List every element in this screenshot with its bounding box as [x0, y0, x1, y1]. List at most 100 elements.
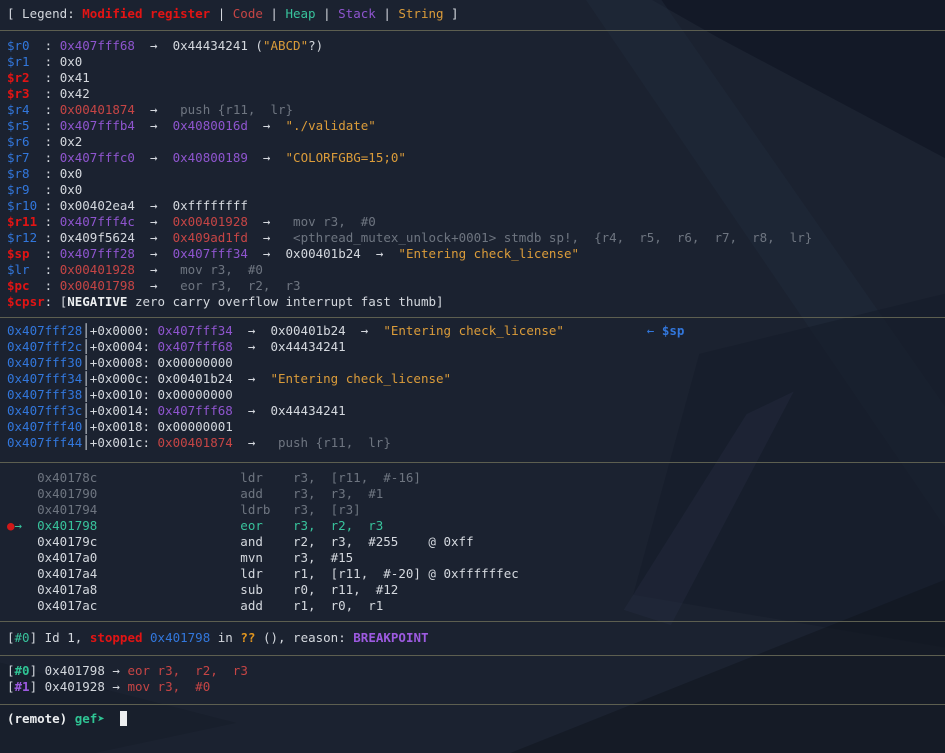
register-name: $cpsr — [7, 294, 45, 309]
text-segment: → — [247, 150, 286, 165]
text-segment: │ — [82, 339, 90, 354]
register-name: $r11 — [7, 214, 45, 229]
text-segment: : — [44, 54, 60, 69]
text-segment: (), reason: — [255, 630, 354, 645]
registers-line-1: $r1 : 0x0 — [7, 54, 945, 70]
registers-line-15: $pc : 0x00401798 → eor r3, r2, r3 — [7, 278, 945, 294]
stack-line-7: 0x407fff44│+0x001c: 0x00401874 → push {r… — [7, 435, 945, 451]
text-segment: → — [134, 150, 173, 165]
register-name: $lr — [7, 262, 45, 277]
stack-line-4: 0x407fff38│+0x0010: 0x00000000 — [7, 387, 945, 403]
text-segment: 0x00401928 — [172, 214, 248, 229]
text-segment: → — [232, 339, 271, 354]
text-segment: +0x001c: — [89, 435, 158, 450]
text-segment: → — [232, 403, 271, 418]
text-segment: : — [44, 198, 60, 213]
section-separator — [0, 704, 945, 705]
text-segment: │ — [82, 403, 90, 418]
text-segment: → — [134, 278, 173, 293]
text-segment: 0x2 — [59, 134, 83, 149]
stack-address: 0x407fff30 — [7, 355, 83, 370]
code-line-1: 0x401790 add r3, r3, #1 — [7, 486, 945, 502]
text-segment: 0x409f5624 — [59, 230, 135, 245]
text-segment: : — [44, 86, 60, 101]
stack-address: 0x407fff40 — [7, 419, 83, 434]
code-line-4: 0x40179c and r2, r3, #255 @ 0xff — [7, 534, 945, 550]
text-segment: 0x401794 ldrb r3, [r3] — [7, 502, 361, 517]
cursor — [119, 711, 128, 726]
text-segment: eor r3, r2, r3 — [127, 663, 248, 678]
code-line-8: 0x4017ac add r1, r0, r1 — [7, 598, 945, 614]
text-segment: │ — [82, 387, 90, 402]
register-name: $r10 — [7, 198, 45, 213]
text-segment: 0x44434241 — [172, 38, 248, 53]
text-segment: → — [134, 102, 173, 117]
code-line-2: 0x401794 ldrb r3, [r3] — [7, 502, 945, 518]
text-segment: 0x44434241 — [270, 403, 346, 418]
text-segment: → — [247, 214, 286, 229]
thread-id: #0 — [14, 630, 30, 645]
code-line-7: 0x4017a8 sub r0, r11, #12 — [7, 582, 945, 598]
text-segment: : — [44, 262, 60, 277]
text-segment: <pthread_mutex_unlock+0001> stmdb sp!, {… — [285, 230, 813, 245]
text-segment: "./validate" — [285, 118, 376, 133]
text-segment: 0x4080016d — [172, 118, 248, 133]
register-name: $r8 — [7, 166, 45, 181]
text-segment: 0x42 — [59, 86, 90, 101]
text-segment: → — [104, 663, 128, 678]
stack-line-6: 0x407fff40│+0x0018: 0x00000001 — [7, 419, 945, 435]
stack-line-1: 0x407fff2c│+0x0004: 0x407fff68 → 0x44434… — [7, 339, 945, 355]
text-segment: : — [44, 246, 60, 261]
text-segment: : — [44, 134, 60, 149]
code-line-5: 0x4017a0 mvn r3, #15 — [7, 550, 945, 566]
register-name: $sp — [7, 246, 45, 261]
legend-heap: Heap — [285, 6, 316, 21]
text-segment: 0x00401874 — [157, 435, 233, 450]
text-segment: ( — [247, 38, 263, 53]
register-name: $r12 — [7, 230, 45, 245]
text-segment: → — [134, 262, 173, 277]
text-segment: : — [44, 278, 60, 293]
text-segment: "Entering check_license" — [270, 371, 452, 386]
text-segment: [ — [7, 679, 15, 694]
text-segment: push {r11, lr} — [172, 102, 294, 117]
text-segment: mov r3, #0 — [285, 214, 376, 229]
text-segment: 0x407fff68 — [59, 38, 135, 53]
text-segment: → — [134, 246, 173, 261]
code-line-6: 0x4017a4 ldr r1, [r11, #-20] @ 0xffffffe… — [7, 566, 945, 582]
text-segment: 0x4017a0 mvn r3, #15 — [7, 550, 354, 565]
breakpoint-dot: ● — [7, 518, 15, 533]
current-instruction-arrow: → — [14, 518, 38, 533]
prompt-line-0[interactable]: (remote) gef➤ — [7, 711, 945, 727]
code-line-3: ●→ 0x401798 eor r3, r2, r3 — [7, 518, 945, 534]
text-segment: | — [262, 6, 286, 21]
remote-indicator: (remote) — [7, 711, 68, 726]
text-segment: 0x00000000 — [157, 355, 233, 370]
text-segment: 0x00401874 — [59, 102, 135, 117]
trace-line-0: [#0] 0x401798 → eor r3, r2, r3 — [7, 663, 945, 679]
text-segment: zero carry overflow interrupt fast thumb… — [127, 294, 444, 309]
text-segment: → — [360, 246, 399, 261]
text-segment: 0x409ad1fd — [172, 230, 248, 245]
frame-id: #0 — [14, 663, 30, 678]
text-segment: → — [247, 118, 286, 133]
text-segment: : — [44, 182, 60, 197]
text-segment: → — [134, 230, 173, 245]
stack-address: 0x407fff38 — [7, 387, 83, 402]
gef-prompt: gef➤ — [74, 711, 105, 726]
section-separator — [0, 30, 945, 31]
text-segment — [67, 711, 75, 726]
legend-stack: Stack — [338, 6, 376, 21]
text-segment: 0x00000001 — [157, 419, 233, 434]
text-segment: "ABCD" — [262, 38, 309, 53]
text-segment: 0x401928 — [44, 679, 105, 694]
text-segment: 0x4017ac add r1, r0, r1 — [7, 598, 384, 613]
text-segment: │ — [82, 435, 90, 450]
registers-line-10: $r10 : 0x00402ea4 → 0xffffffff — [7, 198, 945, 214]
text-segment: : — [44, 294, 60, 309]
text-segment: 0x407fff34 — [172, 246, 248, 261]
sp-pointer-label: $sp — [661, 323, 685, 338]
text-segment: → — [134, 38, 173, 53]
text-segment: : — [44, 70, 60, 85]
